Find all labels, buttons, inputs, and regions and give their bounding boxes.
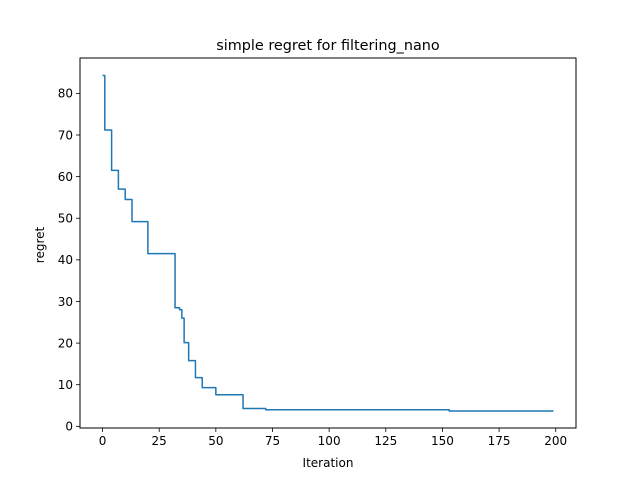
y-tick-label: 20 <box>58 336 73 350</box>
x-axis-label: Iteration <box>303 456 354 470</box>
y-tick-label: 70 <box>58 128 73 142</box>
y-tick-label: 0 <box>65 420 73 434</box>
x-tick-label: 100 <box>318 434 341 448</box>
x-tick-label: 150 <box>431 434 454 448</box>
regret-series-line <box>102 74 554 412</box>
x-tick-label: 25 <box>152 434 167 448</box>
plot-lines <box>102 74 554 412</box>
y-tick-label: 30 <box>58 295 73 309</box>
y-axis-label: regret <box>33 226 47 263</box>
y-tick-label: 50 <box>58 212 73 226</box>
x-tick-label: 200 <box>544 434 567 448</box>
y-tick-label: 80 <box>58 87 73 101</box>
x-tick-label: 75 <box>265 434 280 448</box>
x-tick-label: 0 <box>99 434 107 448</box>
x-tick-label: 175 <box>488 434 511 448</box>
axis-ticks: 0 25 50 75 100 125 150 175 200 0 10 20 30 40 50 60 70 80 <box>58 87 567 448</box>
x-tick-label: 50 <box>208 434 223 448</box>
y-tick-label: 10 <box>58 378 73 392</box>
y-tick-label: 60 <box>58 170 73 184</box>
plot-frame <box>79 57 577 429</box>
chart-title: simple regret for filtering_nano <box>216 38 440 54</box>
x-tick-label: 125 <box>374 434 397 448</box>
y-tick-label: 40 <box>58 253 73 267</box>
